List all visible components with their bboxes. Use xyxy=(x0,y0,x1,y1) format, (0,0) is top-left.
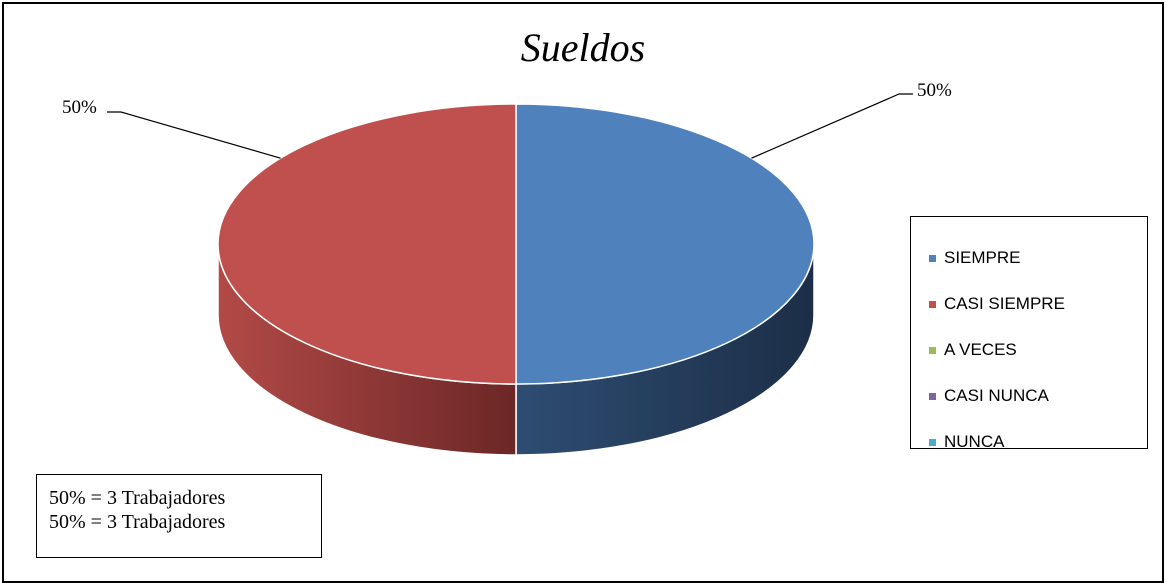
data-label-casi-siempre: 50% xyxy=(62,97,97,118)
legend-item-siempre: SIEMPRE xyxy=(911,235,1147,281)
note-line-1: 50% = 3 Trabajadores xyxy=(49,487,226,509)
data-label-siempre: 50% xyxy=(917,80,952,101)
legend-label-siempre: SIEMPRE xyxy=(944,248,1021,267)
legend-item-casi-nunca: CASI NUNCA xyxy=(911,373,1147,419)
legend-swatch-a-veces xyxy=(929,346,936,354)
legend-swatch-casi-siempre xyxy=(929,300,936,308)
pie-slice-casi-siempre xyxy=(217,103,517,385)
legend-swatch-casi-nunca xyxy=(929,392,936,400)
leader-line-siempre xyxy=(751,93,913,159)
note-line-2: 50% = 3 Trabajadores xyxy=(49,511,226,533)
legend-label-casi-nunca: CASI NUNCA xyxy=(944,386,1049,405)
legend-label-a-veces: A VECES xyxy=(944,340,1017,359)
legend-swatch-siempre xyxy=(929,254,936,262)
chart-title: Sueldos xyxy=(520,25,646,70)
notes-box: 50% = 3 Trabajadores 50% = 3 Trabajadore… xyxy=(36,474,322,558)
legend-item-casi-siempre: CASI SIEMPRE xyxy=(911,281,1147,327)
legend-label-nunca: NUNCA xyxy=(944,432,1005,451)
legend-item-a-veces: A VECES xyxy=(911,327,1147,373)
legend-item-nunca: NUNCA xyxy=(911,419,1147,465)
legend-swatch-nunca xyxy=(929,438,936,446)
legend: SIEMPRE CASI SIEMPRE A VECES CASI NUNCA … xyxy=(910,216,1148,451)
leader-line-casi-siempre xyxy=(107,111,281,159)
legend-label-casi-siempre: CASI SIEMPRE xyxy=(944,294,1065,313)
pie-slice-siempre xyxy=(515,103,815,385)
